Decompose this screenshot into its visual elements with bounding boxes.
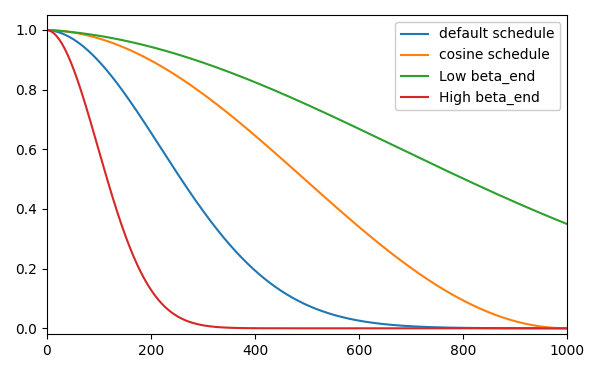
High beta_end [563, 326, 571, 330]
default schedule [253, 270, 260, 275]
cosine schedule [96, 37, 103, 41]
cosine schedule [458, 297, 466, 302]
Low beta_end [400, 148, 407, 153]
default schedule [458, 326, 466, 330]
Line: High beta_end: High beta_end [47, 30, 567, 328]
Line: cosine schedule: cosine schedule [47, 30, 567, 328]
High beta_end [449, 326, 456, 330]
default schedule [272, 285, 280, 289]
Low beta_end [43, 28, 50, 32]
Low beta_end [96, 34, 103, 38]
Low beta_end [458, 176, 466, 180]
default schedule [400, 324, 407, 328]
High beta_end [400, 326, 407, 330]
Line: Low beta_end: Low beta_end [47, 30, 567, 224]
default schedule [449, 326, 456, 330]
cosine schedule [563, 326, 571, 330]
High beta_end [458, 326, 466, 330]
High beta_end [272, 326, 280, 330]
Low beta_end [253, 81, 260, 85]
cosine schedule [253, 135, 260, 140]
Legend: default schedule, cosine schedule, Low beta_end, High beta_end: default schedule, cosine schedule, Low b… [395, 22, 560, 110]
Line: default schedule: default schedule [47, 30, 567, 328]
Low beta_end [563, 222, 571, 226]
High beta_end [96, 152, 103, 156]
Low beta_end [449, 171, 456, 176]
High beta_end [253, 326, 260, 330]
Low beta_end [272, 89, 280, 93]
High beta_end [43, 28, 50, 32]
cosine schedule [449, 292, 456, 297]
cosine schedule [272, 151, 280, 156]
default schedule [96, 60, 103, 65]
default schedule [43, 28, 50, 32]
cosine schedule [43, 28, 50, 32]
default schedule [563, 326, 571, 330]
cosine schedule [400, 260, 407, 265]
